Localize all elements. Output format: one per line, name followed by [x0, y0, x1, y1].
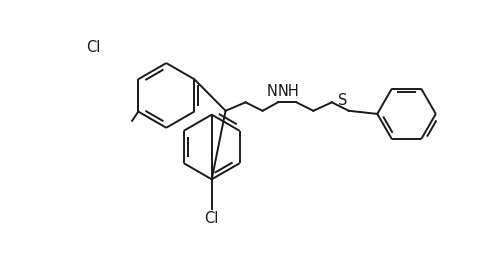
Text: Cl: Cl: [204, 211, 219, 226]
Text: S: S: [338, 93, 347, 108]
Text: Cl: Cl: [87, 40, 101, 55]
Text: N: N: [267, 84, 278, 99]
Text: NH: NH: [278, 84, 300, 99]
